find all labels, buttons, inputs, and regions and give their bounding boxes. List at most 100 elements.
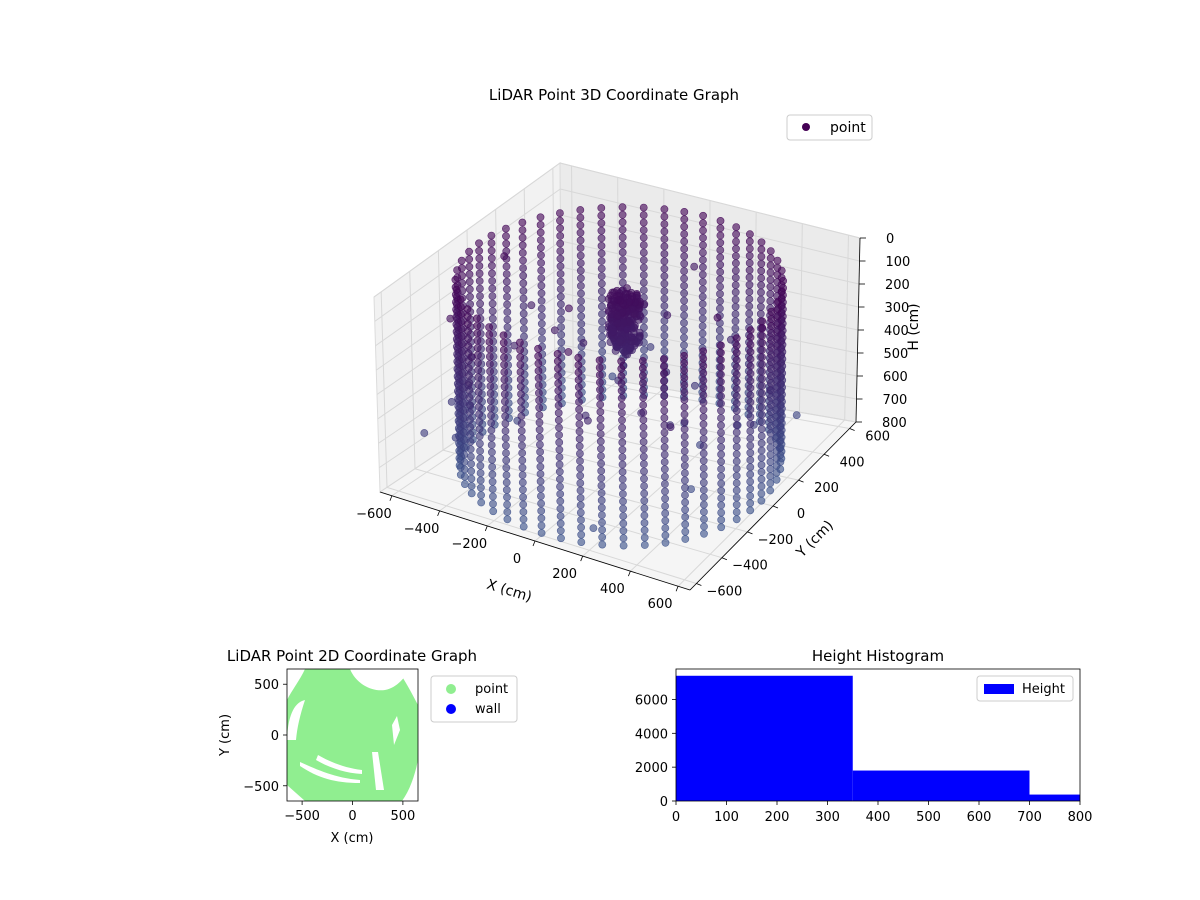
point-3d-919 — [757, 439, 766, 448]
x-tick-label-3d-4: 200 — [552, 567, 577, 582]
point-3d-519 — [503, 315, 512, 324]
point-3d-1504 — [518, 463, 527, 472]
point-3d-380 — [557, 300, 565, 309]
point-3d-1467 — [577, 530, 586, 539]
point-3d-1332 — [476, 447, 484, 455]
point-3d-1193 — [681, 491, 689, 499]
point-3d-1195 — [681, 505, 689, 514]
point-3d-91 — [660, 249, 669, 258]
legend-2d-marker-point — [446, 684, 456, 694]
point-3d-1320 — [474, 358, 482, 367]
point-3d-644 — [487, 254, 496, 263]
point-3d-1292 — [639, 423, 648, 432]
point-3d-930 — [579, 338, 588, 347]
point-3d-1276 — [466, 445, 475, 454]
point-3d-143 — [639, 248, 648, 257]
point-3d-1389 — [598, 526, 606, 534]
y-tick-label-3d-3: 0 — [797, 507, 805, 522]
point-3d-643 — [767, 329, 776, 338]
point-3d-1384 — [597, 489, 606, 497]
point-3d-1311 — [420, 429, 429, 437]
point-3d-1272 — [466, 415, 474, 424]
point-3d-238 — [597, 204, 606, 212]
point-3d-1344 — [617, 386, 626, 395]
point-3d-1209 — [457, 347, 466, 356]
point-3d-51 — [680, 296, 688, 305]
point-3d-182 — [757, 238, 766, 247]
point-3d-1089 — [717, 501, 726, 510]
point-3d-1396 — [485, 352, 494, 361]
point-3d-984 — [550, 326, 559, 335]
point-3d-251 — [766, 297, 775, 305]
point-3d-982 — [746, 506, 755, 515]
point-3d-872 — [613, 311, 622, 320]
point-3d-908 — [758, 360, 766, 369]
point-3d-381 — [557, 307, 565, 316]
point-3d-244 — [597, 226, 606, 235]
histogram-bars — [676, 675, 1080, 801]
point-3d-1353 — [618, 453, 627, 461]
y-tick-3d-0 — [696, 583, 702, 586]
point-3d-194 — [757, 281, 765, 290]
point-3d-1122 — [699, 354, 708, 363]
point-3d-914 — [757, 403, 766, 412]
point-3d-186 — [757, 252, 766, 261]
point-3d-1135 — [699, 449, 708, 458]
point-3d-99 — [660, 279, 669, 288]
x-tick-label-2d-1: 0 — [348, 809, 356, 824]
point-3d-81 — [660, 212, 669, 221]
point-3d-45 — [680, 274, 688, 283]
point-3d-509 — [502, 239, 511, 248]
point-3d-1476 — [516, 360, 525, 369]
point-3d-1124 — [699, 369, 708, 378]
y-tick-3d-5 — [823, 453, 830, 457]
point-3d-651 — [767, 357, 775, 366]
legend-3d-box — [786, 114, 873, 141]
point-3d-667 — [766, 415, 775, 423]
point-3d-97 — [660, 272, 669, 281]
point-3d-192 — [757, 274, 766, 282]
point-3d-1305 — [640, 519, 649, 527]
point-3d-1284 — [638, 364, 647, 373]
x-tick-label-3d-5: 400 — [600, 582, 625, 597]
hist-x-tick-label-5: 500 — [916, 810, 941, 825]
point-3d-1015 — [732, 334, 741, 343]
point-3d-418 — [537, 296, 546, 305]
point-3d-1508 — [518, 478, 527, 487]
point-3d-1535 — [536, 440, 544, 449]
point-3d-1218 — [459, 413, 468, 422]
point-3d-1511 — [556, 497, 565, 506]
point-3d-1365 — [619, 541, 628, 550]
point-3d-1269 — [465, 393, 474, 402]
point-3d-962 — [746, 362, 755, 371]
point-3d-57 — [680, 318, 688, 327]
z-tick-label-3d-3: 300 — [885, 301, 910, 316]
point-3d-1474 — [516, 353, 525, 362]
point-3d-1523 — [534, 352, 543, 361]
point-3d-1495 — [555, 438, 564, 447]
point-3d-507 — [501, 224, 510, 233]
y-tick-3d-3 — [772, 505, 779, 509]
point-3d-449 — [518, 226, 527, 234]
point-3d-406 — [537, 251, 545, 260]
chart-2d-title: LiDAR Point 2D Coordinate Graph — [227, 647, 477, 665]
point-3d-50 — [716, 304, 724, 313]
point-3d-1483 — [554, 394, 563, 402]
point-3d-149 — [639, 271, 648, 279]
histogram-bar-2 — [1029, 794, 1080, 801]
point-3d-550 — [773, 418, 781, 427]
point-3d-139 — [639, 233, 648, 242]
point-3d-1080 — [717, 435, 725, 444]
point-3d-654 — [488, 292, 497, 300]
point-3d-1250 — [661, 516, 670, 525]
point-3d-1040 — [732, 515, 741, 524]
point-3d-1500 — [518, 449, 527, 457]
point-3d-653 — [767, 364, 775, 373]
point-3d-1290 — [639, 408, 648, 417]
point-3d-1466 — [503, 508, 512, 516]
point-3d-1377 — [596, 437, 605, 446]
point-3d-936 — [465, 285, 474, 294]
legend-hist-label: Height — [1022, 682, 1065, 697]
point-3d-234 — [690, 262, 699, 271]
